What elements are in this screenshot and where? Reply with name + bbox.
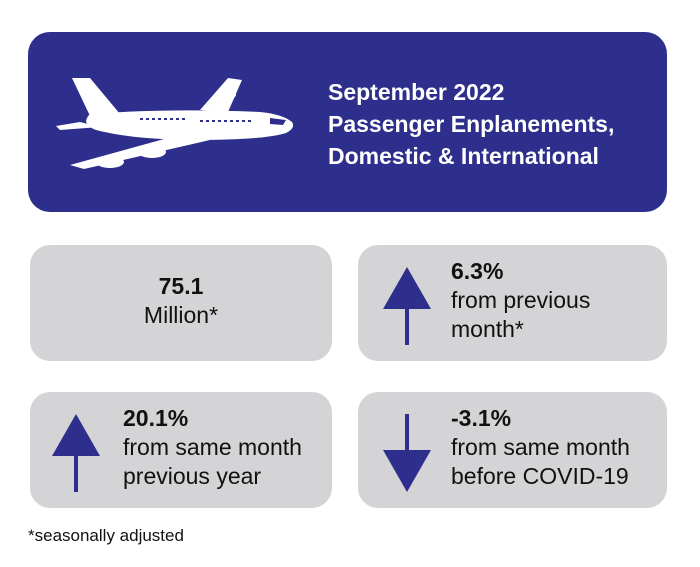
arrow-up-icon — [52, 414, 100, 492]
total-unit: Million* — [143, 302, 219, 328]
header-line-3: Domestic & International — [328, 143, 599, 169]
total-enplanements-card: 75.1 Million* — [30, 245, 332, 361]
total-value: 75.1 — [158, 273, 204, 299]
header-line-2: Passenger Enplanements, — [328, 111, 615, 137]
year-change-value: 20.1% — [123, 405, 189, 431]
year-change-card: 20.1% from same month previous year — [30, 392, 332, 508]
header-line-1: September 2022 — [328, 79, 505, 105]
month-change-card: 6.3% from previous month* — [358, 245, 667, 361]
footnote: *seasonally adjusted — [28, 526, 184, 545]
year-change-line-1: from same month — [123, 434, 302, 460]
header-title: September 2022 Passenger Enplanements, D… — [328, 76, 658, 172]
month-change-line-1: from previous — [451, 287, 591, 313]
month-change-value: 6.3% — [451, 258, 504, 284]
month-change-line-2: month* — [451, 316, 524, 342]
header-banner: September 2022 Passenger Enplanements, D… — [28, 32, 667, 212]
arrow-up-icon — [383, 267, 431, 345]
airplane-icon — [56, 78, 294, 169]
year-change-line-2: previous year — [123, 463, 262, 489]
covid-change-line-1: from same month — [451, 434, 630, 460]
covid-change-line-2: before COVID-19 — [451, 463, 629, 489]
arrow-down-icon — [383, 414, 431, 492]
covid-change-card: -3.1% from same month before COVID-19 — [358, 392, 667, 508]
covid-change-value: -3.1% — [451, 405, 512, 431]
